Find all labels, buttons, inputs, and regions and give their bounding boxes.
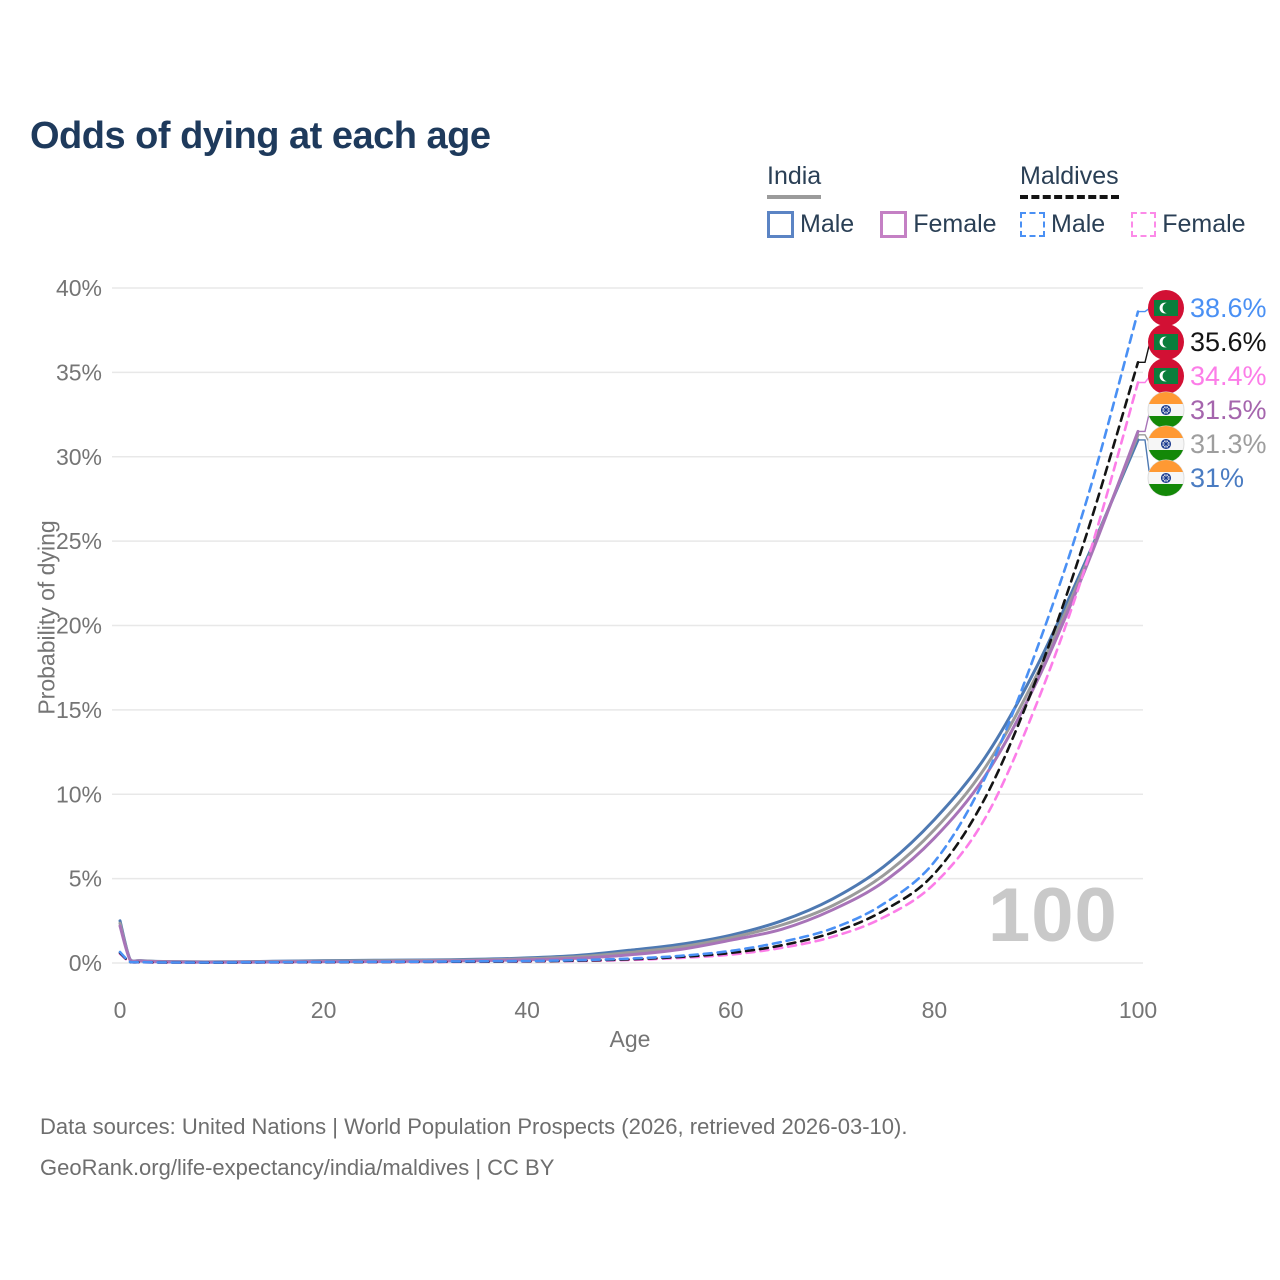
legend-item-maldives-female[interactable]: Female [1131,210,1246,239]
end-label-india-male: 31% [1190,463,1244,493]
series-line-maldives-male[interactable] [118,310,1140,964]
legend-item-india-female[interactable]: Female [880,210,997,239]
end-label-maldives-both: 35.6% [1190,327,1267,357]
y-tick-label: 10% [56,781,102,807]
y-tick-label: 30% [56,444,102,470]
flag-india-icon [1147,459,1185,497]
y-tick-label: 15% [56,697,102,723]
end-label-maldives-female: 34.4% [1190,361,1267,391]
legend-row-india: Male Female [767,210,997,239]
legend-group-maldives: Maldives Male Female [1020,162,1246,239]
maldives-female-swatch-icon [1131,212,1157,237]
series-line-maldives-female[interactable] [118,381,1140,965]
maldives-male-swatch-icon [1020,212,1045,237]
x-tick-label: 0 [114,997,127,1023]
x-tick-label: 100 [1119,997,1157,1023]
legend-item-label: Male [1051,210,1106,238]
x-tick-label: 40 [514,997,540,1023]
legend-group-india: India Male Female [767,162,997,239]
flag-maldives-icon [1148,324,1184,360]
y-tick-label: 20% [56,613,102,639]
y-axis-title: Probability of dying [33,520,60,715]
legend-item-label: Female [913,210,997,238]
india-male-swatch-icon [767,211,794,238]
legend-item-india-male[interactable]: Male [767,210,854,239]
series-line-maldives-both[interactable] [118,361,1140,964]
y-tick-label: 40% [56,275,102,301]
footer-attribution: Data sources: United Nations | World Pop… [40,1106,907,1188]
series-line-india-female[interactable] [118,429,1140,964]
end-label-maldives-male: 38.6% [1190,293,1267,323]
legend-heading-maldives: Maldives [1020,162,1119,199]
x-tick-label: 20 [311,997,337,1023]
age-counter-watermark: 100 [988,873,1118,958]
x-tick-label: 60 [718,997,744,1023]
flag-india-icon [1147,425,1185,463]
x-tick-label: 80 [922,997,948,1023]
legend-item-label: Female [1162,210,1246,238]
page-title: Odds of dying at each age [30,115,491,158]
footer-line-2: GeoRank.org/life-expectancy/india/maldiv… [40,1155,555,1180]
india-female-swatch-icon [880,211,908,238]
footer-line-1: Data sources: United Nations | World Pop… [40,1114,908,1139]
legend-item-label: Male [800,210,855,238]
legend-row-maldives: Male Female [1020,210,1246,239]
flag-maldives-icon [1148,358,1184,394]
y-tick-label: 35% [56,359,102,385]
flag-maldives-icon [1148,290,1184,326]
y-tick-label: 0% [69,950,102,976]
y-tick-label: 25% [56,528,102,554]
legend-item-maldives-male[interactable]: Male [1020,210,1105,239]
end-label-india-both: 31.3% [1190,429,1267,459]
series-line-india-both[interactable] [118,433,1140,964]
y-tick-label: 5% [69,866,102,892]
flag-india-icon [1147,391,1185,429]
end-label-india-female: 31.5% [1190,395,1267,425]
legend-heading-india: India [767,162,822,199]
series-line-india-male[interactable] [118,438,1140,964]
x-axis-title: Age [609,1026,651,1052]
